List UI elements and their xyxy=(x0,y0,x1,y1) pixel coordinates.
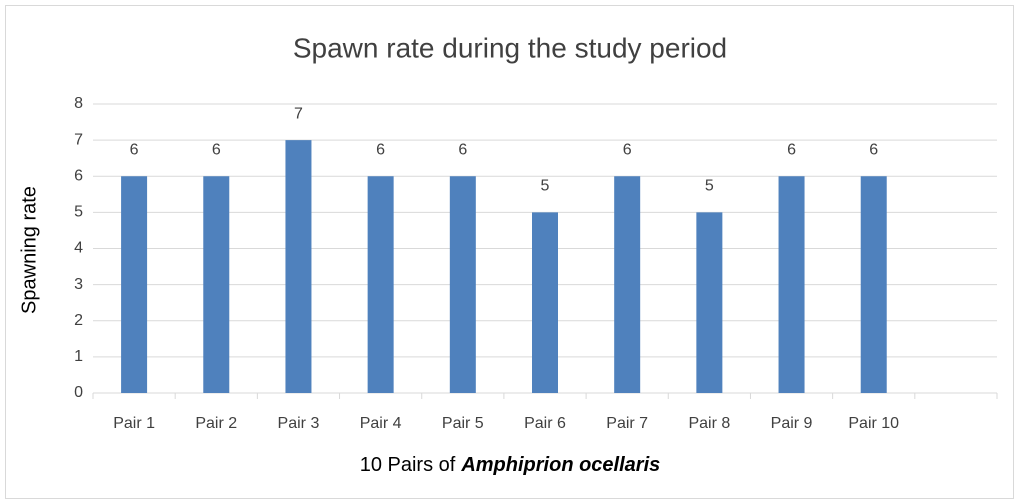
data-label: 6 xyxy=(869,141,878,158)
bar xyxy=(203,176,230,393)
bar xyxy=(449,176,476,393)
x-tick-label: Pair 9 xyxy=(771,415,813,432)
x-tick-label: Pair 2 xyxy=(195,415,237,432)
data-label: 6 xyxy=(212,141,221,158)
y-tick-label: 1 xyxy=(74,348,83,365)
bar xyxy=(696,212,723,393)
x-tick-label: Pair 5 xyxy=(442,415,484,432)
x-tick-label: Pair 7 xyxy=(606,415,648,432)
bar xyxy=(614,176,641,393)
y-tick-label: 5 xyxy=(74,204,83,221)
data-label: 7 xyxy=(294,105,303,122)
chart-title: Spawn rate during the study period xyxy=(293,32,727,63)
data-label: 6 xyxy=(623,141,632,158)
bar xyxy=(285,140,312,393)
x-tick-label: Pair 6 xyxy=(524,415,566,432)
x-tick-label: Pair 4 xyxy=(360,415,402,432)
bar xyxy=(532,212,558,393)
x-tick-label: Pair 10 xyxy=(848,415,899,432)
y-tick-label: 4 xyxy=(74,240,83,257)
data-label: 5 xyxy=(541,178,550,195)
data-label: 5 xyxy=(705,178,714,195)
y-axis-title: Spawning rate xyxy=(18,186,40,314)
x-axis-title-species: Amphiprion ocellaris xyxy=(460,454,660,476)
data-label: 6 xyxy=(458,141,467,158)
bar xyxy=(860,176,887,393)
chart-border xyxy=(5,5,1014,499)
data-label: 6 xyxy=(130,141,139,158)
y-tick-label: 3 xyxy=(74,276,83,293)
x-tick-label: Pair 8 xyxy=(688,415,730,432)
bar xyxy=(778,176,805,393)
bar xyxy=(121,176,148,393)
x-tick-label: Pair 1 xyxy=(113,415,155,432)
data-label: 6 xyxy=(787,141,796,158)
data-label: 6 xyxy=(376,141,385,158)
y-tick-label: 2 xyxy=(74,312,83,329)
y-tick-label: 0 xyxy=(74,384,83,401)
x-axis-title-text: 10 Pairs of xyxy=(360,454,456,476)
x-tick-label: Pair 3 xyxy=(278,415,320,432)
y-tick-label: 7 xyxy=(74,131,83,148)
y-tick-label: 8 xyxy=(74,95,83,112)
y-tick-label: 6 xyxy=(74,167,83,184)
x-axis-title: 10 Pairs of Amphiprion ocellaris xyxy=(360,454,661,476)
bar xyxy=(367,176,394,393)
